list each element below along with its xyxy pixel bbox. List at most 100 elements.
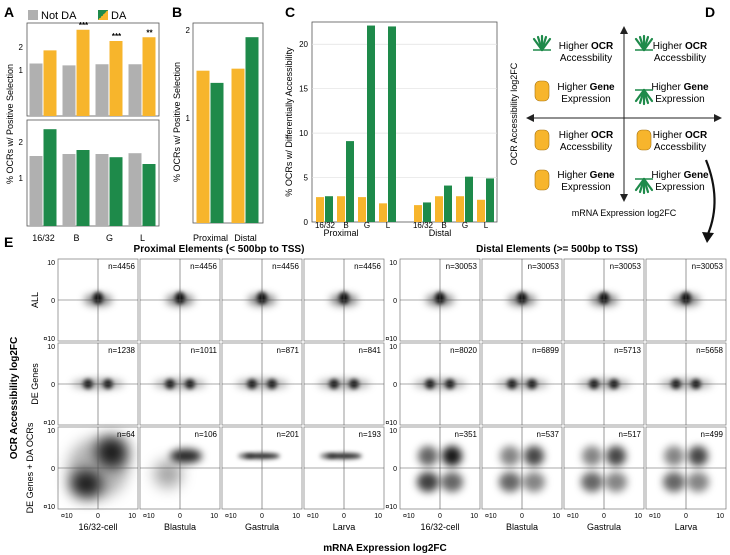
- panel-e-count-r1-c2: n=871: [277, 346, 300, 355]
- panel-b-xtick-0: Proximal: [193, 233, 228, 243]
- panel-d-y-arrow-down: [620, 194, 628, 202]
- panel-b-ylabel: % OCRs w/ Positive Selection: [172, 62, 182, 182]
- panel-c-bar-1-1: [346, 141, 354, 222]
- panel-d-label-ul-gene-line1: Higher Gene: [557, 82, 615, 93]
- panel-a-bottom-tick-1: 1: [19, 174, 24, 183]
- density-ul: [418, 446, 438, 466]
- density-halo: [154, 460, 182, 488]
- panel-e-cell-r1-c0: n=1238: [57, 342, 139, 426]
- density-ll: [499, 472, 521, 492]
- panel-e-density: [499, 446, 545, 492]
- panel-c-xtick-0: 16/32: [315, 221, 336, 230]
- panel-e-count-r0-c1: n=4456: [190, 262, 217, 271]
- panel-c-bar-0-6: [456, 196, 464, 222]
- panel-a-bottom-bar-not-da-3: [128, 153, 142, 226]
- panel-e-count-r2-c6: n=517: [619, 430, 642, 439]
- panel-e-xlabel: mRNA Expression log2FC: [323, 543, 447, 554]
- panel-a-top-bar-not-da-3: [128, 64, 142, 116]
- density-ul: [582, 446, 602, 466]
- panel-e-cell-r2-c1: n=106: [139, 426, 221, 510]
- panel-c-bar-1-7: [486, 178, 494, 222]
- panel-e-xtick-right-0: 10: [128, 513, 136, 520]
- panel-e-xtick-left-0: ¤10: [61, 513, 73, 520]
- panel-c-bar-1-6: [465, 176, 473, 222]
- panel-e-row-label-0: ALL: [30, 292, 40, 308]
- panel-c-ytick-0: 0: [304, 218, 309, 227]
- panel-e-count-r2-c5: n=537: [537, 430, 560, 439]
- panel-e-cell-r2-c7: n=499: [645, 426, 727, 510]
- panel-e-title-distal: Distal Elements (>= 500bp to TSS): [476, 244, 638, 255]
- panel-c-bar-0-4: [414, 205, 422, 222]
- panel-c-xtick-2: G: [364, 221, 370, 230]
- panel-e-count-r0-c4: n=30053: [446, 262, 478, 271]
- panel-d-label-ll-gene-line2: Expression: [561, 182, 610, 193]
- panel-e-col-label-6: Gastrula: [587, 522, 621, 532]
- panel-e-xtick-mid-6: 0: [602, 513, 606, 520]
- panel-c-xtick-3: L: [386, 221, 391, 230]
- panel-a-bottom-bar-not-da-2: [95, 154, 109, 226]
- panel-e-ytick-mid-1-2: 0: [393, 466, 397, 473]
- panel-e-count-r0-c5: n=30053: [528, 262, 560, 271]
- panel-d-ylabel: OCR Accessibility log2FC: [509, 62, 519, 165]
- density-ur: [688, 446, 708, 466]
- panel-b-bar-1-1: [245, 37, 259, 223]
- panel-c-bar-0-2: [358, 197, 366, 222]
- panel-e-xtick-left-7: ¤10: [649, 513, 661, 520]
- panel-e-xtick-mid-5: 0: [520, 513, 524, 520]
- panel-d-y-arrow-up: [620, 26, 628, 34]
- panel-e-ytick-bot-0-0: ¤10: [43, 336, 55, 343]
- density-ur: [442, 446, 462, 466]
- panel-d-ocr-icon-ur-stroke-4: [642, 37, 654, 52]
- panel-d-label-ur-ocr-line2: Accessbility: [654, 53, 706, 64]
- panel-a-ylabel: % OCRs w/ Positive Selection: [5, 64, 15, 184]
- panel-a-bottom-bar-da-3: [142, 164, 156, 226]
- panel-e-count-r1-c0: n=1238: [108, 346, 135, 355]
- panel-d-label-ur-ocr-line1: Higher OCR: [653, 41, 708, 52]
- legend-label-da: DA: [111, 10, 127, 22]
- panel-e-xtick-mid-0: 0: [96, 513, 100, 520]
- panel-c-bar-0-0: [316, 197, 324, 222]
- panel-e-cell-r2-c6: n=517: [563, 426, 645, 510]
- panel-e-ytick-top-0-2: 10: [47, 428, 55, 435]
- panel-b-bars: Proximal Distal: [193, 37, 259, 243]
- panel-c-group-proximal: Proximal: [323, 228, 358, 238]
- panel-a-bottom-bar-not-da-1: [62, 154, 76, 226]
- panel-e-xtick-left-6: ¤10: [567, 513, 579, 520]
- panel-e-count-r2-c7: n=499: [701, 430, 724, 439]
- panel-e-ytick-bot-1-0: ¤10: [385, 336, 397, 343]
- panel-d-gene-icon-ul: [534, 80, 550, 102]
- panel-e-density: [238, 453, 280, 459]
- panel-label-a: A: [4, 4, 14, 20]
- panel-d-curved-arrow: [704, 159, 716, 235]
- panel-e-count-r1-c7: n=5658: [696, 346, 723, 355]
- panel-e-count-r1-c5: n=6899: [532, 346, 559, 355]
- panel-d-label-ll-ocr-line2: Accessbility: [560, 142, 612, 153]
- panel-c-group-distal: Distal: [429, 228, 452, 238]
- panel-a-xtick-0: 16/32: [32, 233, 55, 243]
- panel-e-count-r0-c7: n=30053: [692, 262, 724, 271]
- panel-a-top-frame: [26, 22, 160, 117]
- panel-a-top-bar-da-0: [43, 50, 57, 116]
- panel-e-xtick-right-5: 10: [552, 513, 560, 520]
- panel-e-count-r2-c0: n=64: [117, 430, 136, 439]
- panel-d-ocr-icon-ur: [634, 34, 654, 52]
- panel-e-col-label-7: Larva: [675, 522, 698, 532]
- panel-e-cell-r0-c7: n=30053: [645, 258, 727, 342]
- density-ll: [663, 472, 685, 492]
- panel-d-label-ul-gene-line2: Expression: [561, 94, 610, 105]
- panel-label-d: D: [705, 4, 715, 20]
- panel-e-xtick-right-1: 10: [210, 513, 218, 520]
- panel-e-ytick-top-1-1: 10: [389, 344, 397, 351]
- panel-e-xtick-right-6: 10: [634, 513, 642, 520]
- panel-e-col-label-2: Gastrula: [245, 522, 279, 532]
- panel-e-density: [581, 446, 627, 492]
- panel-d-gene-icon-ll2: [534, 169, 550, 191]
- panel-b-bar-1-0: [210, 82, 224, 223]
- panel-e-cell-r0-c3: n=4456: [303, 258, 385, 342]
- panel-a-bottom-frame: [26, 119, 160, 227]
- panel-e-count-r2-c2: n=201: [277, 430, 300, 439]
- panel-e-xtick-mid-3: 0: [342, 513, 346, 520]
- density-band-left: [238, 453, 254, 459]
- panel-a-xtick-1: B: [73, 233, 79, 243]
- panel-e-cell-r0-c1: n=4456: [139, 258, 221, 342]
